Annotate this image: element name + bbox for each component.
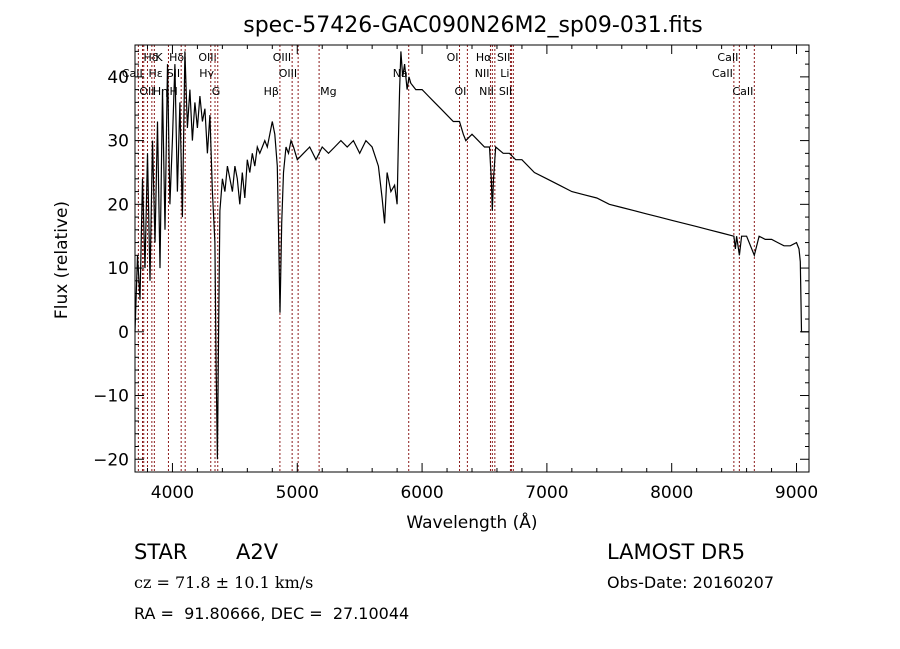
y-tick-label-3: 10 <box>107 259 129 279</box>
line-label-10: Hγ <box>199 67 214 80</box>
line-label-4: K <box>155 51 163 64</box>
line-label-5: Hη <box>153 85 168 98</box>
line-label-8: SII <box>167 67 180 80</box>
coordinates: RA = 91.80666, DEC = 27.10044 <box>134 604 410 623</box>
line-label-12: Hβ <box>264 85 279 98</box>
plot-frame <box>134 44 810 473</box>
x-axis-label: Wavelength (Å) <box>406 511 537 533</box>
spectrum-plot: spec-57426-GAC090N26M2_sp09-031.fits Hδ C… <box>52 13 818 533</box>
line-label-20: NII <box>475 67 490 80</box>
redshift-velocity: cz = 71.8 ± 10.1 km/s <box>134 573 314 592</box>
x-tick-label-3: 7000 <box>525 483 568 503</box>
line-label-26: CaII <box>717 51 738 64</box>
line-label-25: CaII <box>712 67 733 80</box>
chart-title: spec-57426-GAC090N26M2_sp09-031.fits <box>243 13 703 38</box>
y-tick-label-4: 20 <box>107 195 129 215</box>
line-label-19: Hα <box>476 51 492 64</box>
line-label-14: OIII <box>279 67 297 80</box>
line-label-9: OIII <box>198 51 216 64</box>
y-axis-label: Flux (relative) <box>52 201 72 319</box>
x-tick-label-1: 5000 <box>276 483 319 503</box>
y-tick-label-6: 40 <box>107 68 129 88</box>
line-label-24: SII <box>499 85 512 98</box>
line-label-23: Li <box>500 67 509 80</box>
line-label-18: OI <box>454 85 466 98</box>
line-label-13: OIII <box>273 51 291 64</box>
x-tick-label-5: 9000 <box>775 483 818 503</box>
y-tick-label-0: −20 <box>93 450 129 470</box>
line-label-21: NII <box>479 85 494 98</box>
line-label-15: Mg <box>320 85 336 98</box>
y-tick-label-2: 0 <box>118 323 129 343</box>
line-label-17: OI <box>447 51 459 64</box>
object-subclass: A2V <box>236 540 279 564</box>
line-label-3: Hε <box>148 67 162 80</box>
x-tick-label-0: 4000 <box>151 483 194 503</box>
line-label-27: CaII <box>732 85 753 98</box>
y-tick-label-5: 30 <box>107 132 129 152</box>
line-label-7: Hδ <box>169 51 184 64</box>
observation-date: Obs-Date: 20160207 <box>607 573 775 592</box>
spectrum-line <box>134 51 809 460</box>
x-tick-label-4: 8000 <box>650 483 693 503</box>
object-class: STAR <box>134 540 188 564</box>
line-label-11: G <box>212 85 221 98</box>
y-tick-label-1: −10 <box>93 387 129 407</box>
axis-ticks: 4000 5000 6000 7000 8000 9000 −20 −10 0 10 20 30 40 <box>93 45 818 503</box>
line-label-2: OII <box>139 85 154 98</box>
x-tick-label-2: 6000 <box>400 483 443 503</box>
line-label-22: SII <box>497 51 510 64</box>
survey-name: LAMOST DR5 <box>607 540 746 564</box>
